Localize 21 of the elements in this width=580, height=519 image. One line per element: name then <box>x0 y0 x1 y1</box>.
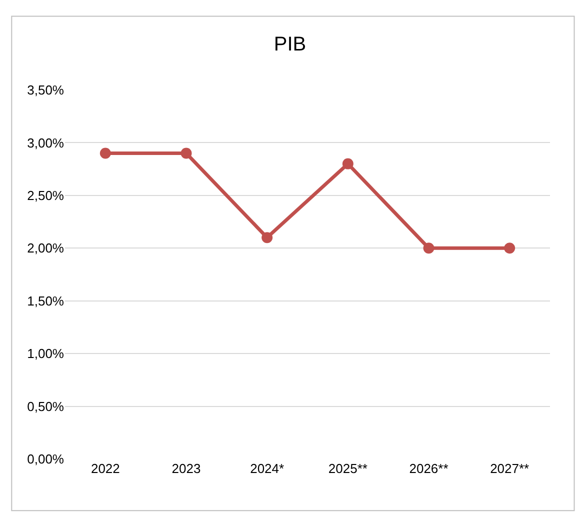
point <box>262 232 273 244</box>
point <box>100 148 111 159</box>
y-tick-label: 2,50% <box>27 188 64 203</box>
x-tick-label: 2027** <box>490 461 530 476</box>
x-tick-label: 2026** <box>409 461 448 476</box>
y-tick-label: 2,00% <box>27 240 64 256</box>
y-tick-label: 3,50% <box>27 82 64 98</box>
point <box>504 242 516 254</box>
chart-title: PIB <box>274 33 306 56</box>
y-tick-label: 1,00% <box>27 346 64 362</box>
x-tick-label: 2022 <box>90 461 120 476</box>
x-tick-label: 2025** <box>328 461 368 476</box>
y-tick-label: 0,50% <box>27 398 64 414</box>
y-tick-label: 1,50% <box>27 293 64 308</box>
y-tick-label: 0,00% <box>27 452 64 467</box>
point <box>342 158 354 170</box>
point <box>180 148 192 159</box>
x-tick-label: 2024* <box>250 461 284 476</box>
y-tick-label: 3,00% <box>27 135 64 150</box>
point <box>423 242 434 254</box>
x-tick-label: 2023 <box>172 461 201 476</box>
